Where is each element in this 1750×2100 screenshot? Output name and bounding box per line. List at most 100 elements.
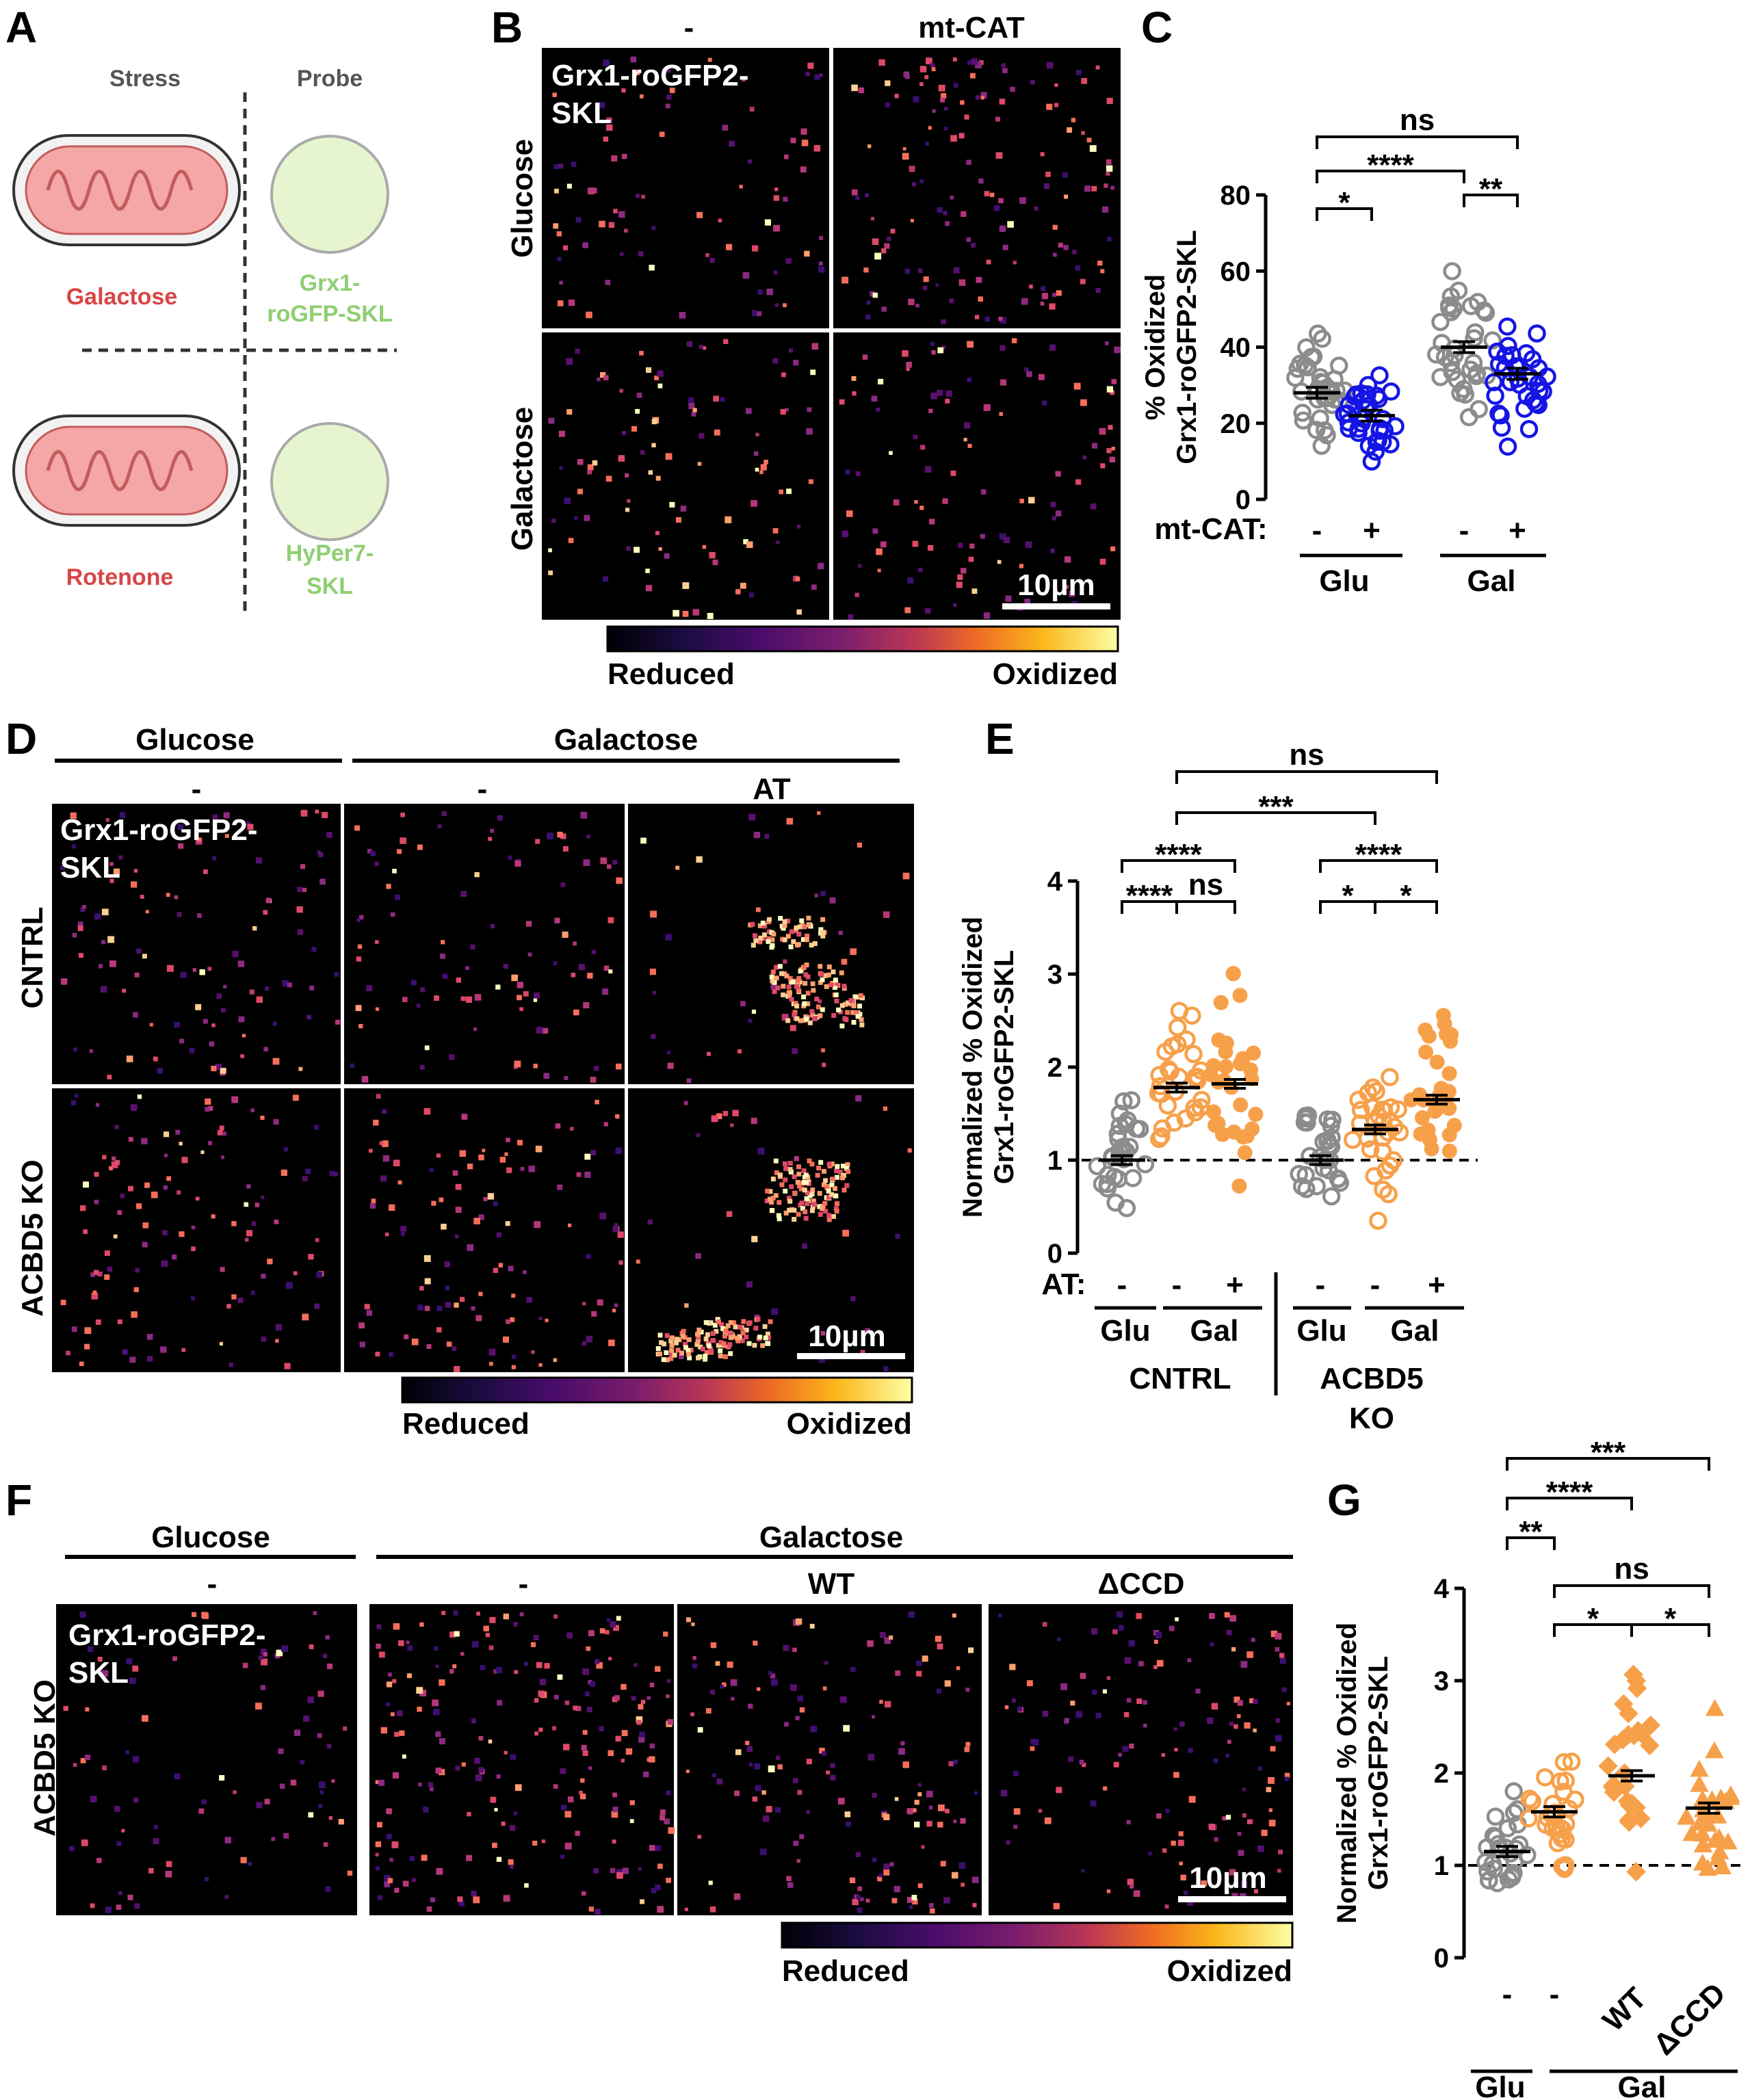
signal-speck [197,913,202,918]
signal-speck [670,1336,675,1341]
signal-speck [735,1749,742,1755]
signal-speck [92,1290,97,1295]
signal-speck [455,1766,460,1771]
signal-speck [386,1808,392,1815]
signal-speck [800,166,807,173]
signal-speck [795,943,800,948]
signal-speck [504,1750,508,1755]
signal-speck [600,372,606,378]
signal-speck [664,1357,670,1363]
significance-label: *** [1591,1436,1626,1469]
signal-speck [1082,455,1087,460]
signal-speck [743,539,748,544]
signal-speck [233,1790,237,1794]
signal-speck [756,907,761,913]
data-point [1225,966,1241,982]
signal-speck [940,1861,946,1867]
data-point [1556,1772,1575,1790]
signal-speck [1100,463,1106,469]
signal-speck [795,1716,800,1720]
data-point [1374,410,1392,428]
probe-hyper7-line2: SKL [306,573,353,599]
signal-speck [865,314,871,320]
data-point [1290,1164,1308,1183]
signal-speck [461,1114,468,1120]
data-point [1359,1084,1378,1102]
signal-speck [806,1810,810,1814]
signal-speck [857,1886,862,1891]
signal-speck [1162,1848,1167,1853]
probe-hyper7-line1: HyPer7- [286,540,374,566]
signal-speck [775,985,781,990]
signal-speck [703,1320,709,1325]
signal-speck [908,298,915,305]
signal-speck [354,825,360,831]
signal-speck [371,1198,376,1203]
signal-speck [769,1200,774,1205]
signal-speck [796,1171,802,1177]
signal-speck [697,1727,703,1733]
signal-speck [824,984,829,989]
signal-speck [621,1759,625,1763]
probe-label-line1: Grx1-roGFP2- [68,1618,266,1652]
signal-speck [1106,171,1110,176]
scalebar-label: 10µm [1017,568,1095,602]
signal-speck [478,1291,483,1296]
signal-speck [841,984,847,989]
signal-speck [836,1007,841,1012]
signal-speck [114,1125,119,1129]
signal-speck [914,1822,920,1828]
signal-speck [458,1900,465,1906]
signal-speck [461,1762,466,1767]
signal-speck [258,1655,263,1660]
signal-speck [471,1306,475,1311]
signal-speck [688,397,694,404]
treatment-label: + [1363,514,1381,547]
signal-speck [840,1696,847,1703]
data-point [1677,1807,1697,1825]
signal-speck [474,872,480,878]
signal-speck [191,1246,196,1251]
signal-speck [615,1147,622,1155]
significance-bracket [1316,135,1519,149]
data-point [1218,1059,1233,1075]
signal-speck [1253,1889,1259,1893]
signal-speck [265,897,272,904]
signal-speck [1242,1813,1246,1817]
signal-speck [780,936,785,942]
data-point [1435,1008,1451,1023]
signal-speck [879,1631,886,1638]
signal-speck [90,1903,95,1908]
signal-speck [1099,558,1106,565]
signal-speck [616,1872,623,1879]
signal-speck [883,1869,890,1876]
signal-speck [483,1196,488,1201]
signal-speck [552,1726,557,1731]
signal-speck [560,833,566,839]
signal-speck [508,855,512,860]
signal-speck [84,1755,90,1761]
signal-speck [958,1862,966,1869]
signal-speck [639,351,644,356]
signal-speck [1237,1700,1243,1706]
signal-speck [1110,185,1114,190]
signal-speck [1080,278,1086,285]
signal-speck [713,395,719,402]
signal-speck [97,1271,103,1277]
signal-speck [616,1616,621,1621]
signal-speck [612,860,617,865]
signal-speck [431,1200,436,1206]
signal-speck [850,948,857,956]
signal-speck [659,1815,666,1821]
signal-speck [107,1075,112,1079]
data-point [1415,1110,1431,1126]
signal-speck [490,923,495,929]
fluorescence-signal [748,915,865,1029]
fluorescence-signal [998,1611,1290,1910]
signal-speck [135,1268,140,1273]
signal-speck [772,528,779,534]
data-point [1464,354,1483,372]
signal-speck [630,56,637,63]
data-point [1340,419,1359,438]
signal-speck [1019,564,1023,568]
